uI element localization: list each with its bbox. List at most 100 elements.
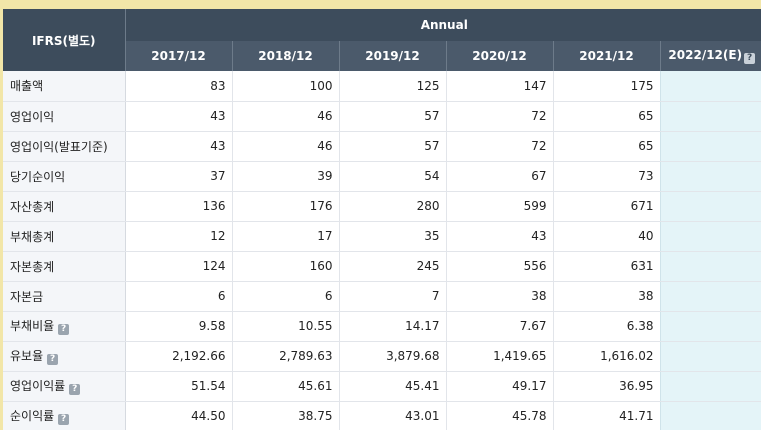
value-cell: 57 <box>338 101 446 132</box>
row-label-cell: 당기순이익 <box>3 161 126 192</box>
value-cell: 43 <box>124 131 232 162</box>
value-cell: 1,616.02 <box>552 341 660 372</box>
value-cell: 51.54 <box>124 371 232 402</box>
value-cell: 17 <box>231 221 339 252</box>
value-cell: 136 <box>124 191 232 222</box>
value-cell: 44.50 <box>124 401 232 430</box>
table-row: 영업이익률? 51.54 45.61 45.41 49.17 36.95 <box>3 371 761 402</box>
value-cell: 100 <box>231 71 339 102</box>
value-cell: 46 <box>231 131 339 162</box>
row-label: 매출액 <box>10 79 44 94</box>
value-cell: 599 <box>445 191 553 222</box>
table-row: 순이익률? 44.50 38.75 43.01 45.78 41.71 <box>3 401 761 430</box>
value-cell: 43.01 <box>338 401 446 430</box>
value-cell: 175 <box>552 71 660 102</box>
row-label-cell: 부채비율? <box>3 311 126 342</box>
row-label-cell: 매출액 <box>3 71 126 102</box>
value-cell: 65 <box>552 101 660 132</box>
row-label-cell: 유보율? <box>3 341 126 372</box>
row-label-cell: 영업이익률? <box>3 371 126 402</box>
value-cell: 3,879.68 <box>338 341 446 372</box>
period-label: 2021/12 <box>579 49 634 63</box>
value-cell: 12 <box>124 221 232 252</box>
row-label: 영업이익(발표기준) <box>10 139 108 154</box>
financial-summary-table: IFRS(별도) Annual 2017/12 2018/12 2019/12 202… <box>3 9 761 430</box>
help-icon[interactable]: ? <box>58 414 70 425</box>
value-cell: 73 <box>552 161 660 192</box>
row-label: 자산총계 <box>10 199 55 214</box>
row-label-cell: 자본총계 <box>3 251 126 282</box>
period-label: 2020/12 <box>472 49 527 63</box>
value-cell: 83 <box>124 71 232 102</box>
value-cell: 7.67 <box>445 311 553 342</box>
value-cell: 38 <box>445 281 553 312</box>
period-label: 2017/12 <box>151 49 206 63</box>
row-label-cell: 자본금 <box>3 281 126 312</box>
value-cell: 2,192.66 <box>124 341 232 372</box>
value-cell: 35 <box>338 221 446 252</box>
row-label: 부채비율 <box>10 319 55 333</box>
table-row: 부채총계 12 17 35 43 40 <box>3 221 761 252</box>
table-row: 자산총계 136 176 280 599 671 <box>3 191 761 222</box>
period-header: 2021/12 <box>552 41 660 71</box>
table-row: 자본금 6 6 7 38 38 <box>3 281 761 312</box>
help-icon[interactable]: ? <box>744 53 756 64</box>
row-label: 자본총계 <box>10 259 55 274</box>
value-cell: 65 <box>552 131 660 162</box>
table-row: 당기순이익 37 39 54 67 73 <box>3 161 761 192</box>
value-cell: 280 <box>338 191 446 222</box>
value-cell: 38.75 <box>231 401 339 430</box>
row-label-cell: 순이익률? <box>3 401 126 430</box>
estimate-cell <box>659 71 761 102</box>
value-cell: 14.17 <box>338 311 446 342</box>
period-header: 2017/12 <box>124 41 232 71</box>
value-cell: 124 <box>124 251 232 282</box>
estimate-cell <box>659 311 761 342</box>
value-cell: 6 <box>231 281 339 312</box>
value-cell: 37 <box>124 161 232 192</box>
estimate-cell <box>659 101 761 132</box>
table-row: 자본총계 124 160 245 556 631 <box>3 251 761 282</box>
row-label: 영업이익률 <box>10 379 66 393</box>
help-icon[interactable]: ? <box>47 354 59 365</box>
value-cell: 6.38 <box>552 311 660 342</box>
value-cell: 2,789.63 <box>231 341 339 372</box>
period-header: 2018/12 <box>231 41 339 71</box>
period-label: 2018/12 <box>258 49 313 63</box>
period-header: 2022/12(E)? <box>659 41 761 71</box>
table-row: 유보율? 2,192.66 2,789.63 3,879.68 1,419.65 1,61… <box>3 341 761 372</box>
value-cell: 176 <box>231 191 339 222</box>
row-label-cell: 자산총계 <box>3 191 126 222</box>
value-cell: 125 <box>338 71 446 102</box>
help-icon[interactable]: ? <box>69 384 81 395</box>
row-label: 당기순이익 <box>10 169 66 184</box>
period-label: 2019/12 <box>365 49 420 63</box>
row-label: 자본금 <box>10 289 44 304</box>
value-cell: 72 <box>445 101 553 132</box>
help-icon[interactable]: ? <box>58 324 70 335</box>
estimate-cell <box>659 401 761 430</box>
value-cell: 43 <box>124 101 232 132</box>
value-cell: 40 <box>552 221 660 252</box>
row-label: 유보율 <box>10 349 44 363</box>
annual-group-header: Annual <box>125 9 761 41</box>
estimate-cell <box>659 371 761 402</box>
value-cell: 556 <box>445 251 553 282</box>
row-label-cell: 부채총계 <box>3 221 126 252</box>
value-cell: 9.58 <box>124 311 232 342</box>
value-cell: 38 <box>552 281 660 312</box>
table-row: 영업이익(발표기준) 43 46 57 72 65 <box>3 131 761 162</box>
value-cell: 72 <box>445 131 553 162</box>
estimate-cell <box>659 281 761 312</box>
value-cell: 57 <box>338 131 446 162</box>
row-label: 순이익률 <box>10 409 55 423</box>
row-label-cell: 영업이익(발표기준) <box>3 131 126 162</box>
value-cell: 631 <box>552 251 660 282</box>
table-row: 매출액 83 100 125 147 175 <box>3 71 761 102</box>
value-cell: 49.17 <box>445 371 553 402</box>
value-cell: 147 <box>445 71 553 102</box>
value-cell: 36.95 <box>552 371 660 402</box>
value-cell: 7 <box>338 281 446 312</box>
value-cell: 1,419.65 <box>445 341 553 372</box>
corner-header: IFRS(별도) <box>3 9 126 71</box>
